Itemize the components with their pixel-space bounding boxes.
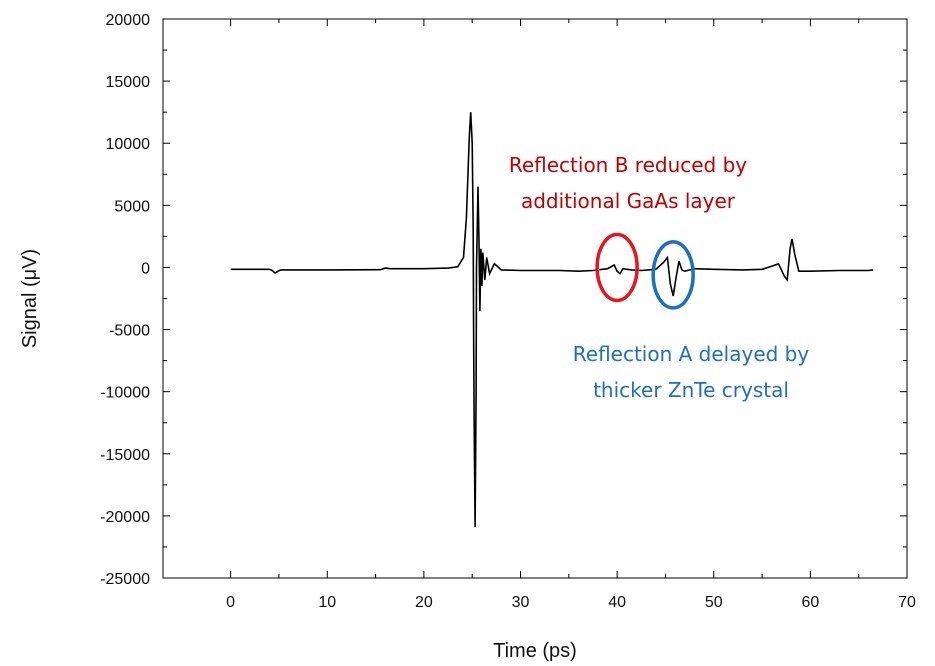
y-axis-label: Signal (μV) [19,249,41,348]
y-tick-label: -25000 [100,571,150,588]
reflection-a-marker [651,240,695,310]
x-tick-label: 50 [705,594,723,611]
reflection-a-label-line-1: Reflection A delayed by [573,342,810,366]
x-tick-label: 40 [608,594,626,611]
x-tick-label: 70 [898,594,916,611]
reflection-a-label-line-2: thicker ZnTe crystal [593,378,789,402]
reflection-b-label-line-2: additional GaAs layer [521,189,736,213]
y-tick-label: -5000 [109,323,150,340]
reflection-b-label-line-1: Reflection B reduced by [509,153,747,177]
y-tick-label: -20000 [100,509,150,526]
reflection-b-marker [595,232,639,303]
y-tick-label: 10000 [106,136,151,153]
y-tick-label: 15000 [106,74,151,91]
y-tick-label: 0 [141,260,150,277]
y-tick-label: -10000 [100,385,150,402]
y-tick-label: 5000 [114,198,150,215]
x-tick-label: 20 [415,594,433,611]
x-axis-label: Time (ps) [493,640,577,662]
plot-area [162,18,908,579]
x-tick-label: 0 [226,594,235,611]
y-tick-label: 20000 [106,12,151,29]
x-tick-label: 30 [512,594,530,611]
signal-line [230,112,874,528]
x-tick-label: 60 [801,594,819,611]
y-tick-label: -15000 [100,447,150,464]
x-tick-label: 10 [318,594,336,611]
